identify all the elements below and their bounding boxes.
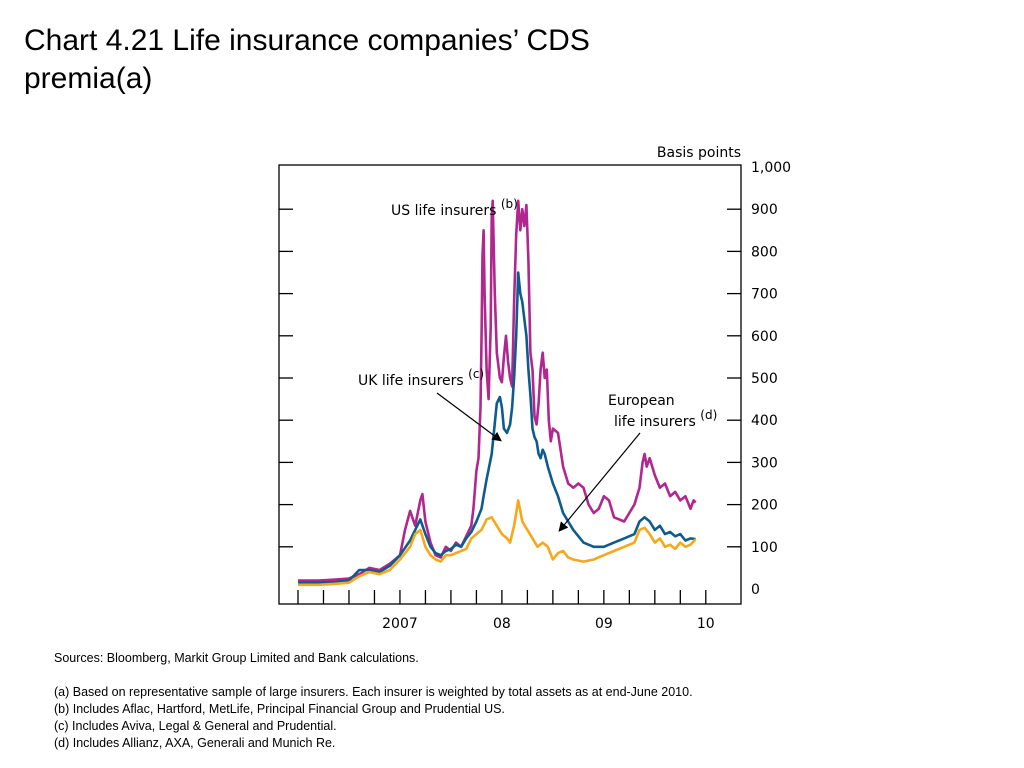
us-label: US life insurers (b) bbox=[391, 197, 518, 219]
uk-label: UK life insurers (c) bbox=[358, 367, 484, 389]
series-line-european-life-insurers bbox=[298, 499, 697, 587]
eu-label-note: (d) bbox=[700, 408, 717, 422]
y-axis-ticks bbox=[279, 208, 741, 548]
x-tick-label: 2007 bbox=[382, 616, 418, 632]
y-tick-label: 400 bbox=[751, 413, 778, 429]
y-tick-label: 100 bbox=[751, 540, 778, 556]
x-tick-label: 10 bbox=[697, 616, 715, 632]
chart-notes: Sources: Bloomberg, Markit Group Limited… bbox=[54, 650, 693, 752]
plot-frame bbox=[278, 164, 742, 605]
y-tick-label: 800 bbox=[751, 244, 778, 260]
y-tick-label: 200 bbox=[751, 498, 778, 514]
eu-label-text: life insurers bbox=[614, 414, 696, 430]
series-lines bbox=[298, 199, 697, 587]
uk-label-text: UK life insurers bbox=[358, 373, 464, 389]
y-tick-label: 900 bbox=[751, 202, 778, 218]
uk-label-note: (c) bbox=[468, 367, 484, 381]
us-label-note: (b) bbox=[501, 197, 518, 211]
y-tick-label: 600 bbox=[751, 329, 778, 345]
eu-arrow bbox=[558, 432, 641, 532]
series-line-uk-life-insurers bbox=[298, 271, 696, 584]
title-line-1: Chart 4.21 Life insurance companies’ CDS bbox=[24, 24, 590, 57]
us-label-text: US life insurers bbox=[391, 203, 496, 219]
y-tick-label: 500 bbox=[751, 371, 778, 387]
x-axis-ticks bbox=[297, 590, 707, 604]
x-tick-label: 08 bbox=[493, 616, 511, 632]
footnote-a: (a) Based on representative sample of la… bbox=[54, 685, 693, 699]
footnote-c: (c) Includes Aviva, Legal & General and … bbox=[54, 719, 337, 733]
uk-arrow bbox=[436, 392, 502, 442]
y-axis-title: Basis points bbox=[657, 145, 741, 161]
footnote-b: (b) Includes Aflac, Hartford, MetLife, P… bbox=[54, 702, 505, 716]
y-tick-label: 0 bbox=[751, 582, 760, 598]
x-tick-label: 09 bbox=[595, 616, 613, 632]
y-tick-label: 700 bbox=[751, 287, 778, 303]
page-title: Chart 4.21 Life insurance companies’ CDS… bbox=[24, 22, 784, 98]
y-tick-label: 1,000 bbox=[751, 160, 791, 176]
x-axis-tick-labels: 2007 08 09 10 bbox=[382, 616, 715, 632]
title-line-2: premia(a) bbox=[24, 62, 153, 95]
y-tick-label: 300 bbox=[751, 455, 778, 471]
eu-label-line-2: life insurers (d) bbox=[614, 408, 717, 430]
y-axis-tick-labels: 0 100 200 300 400 500 600 700 800 900 1,000 bbox=[751, 160, 791, 598]
eu-label-line-1: European bbox=[608, 393, 675, 409]
sources-note: Sources: Bloomberg, Markit Group Limited… bbox=[54, 651, 419, 665]
footnote-d: (d) Includes Allianz, AXA, Generali and … bbox=[54, 736, 336, 750]
